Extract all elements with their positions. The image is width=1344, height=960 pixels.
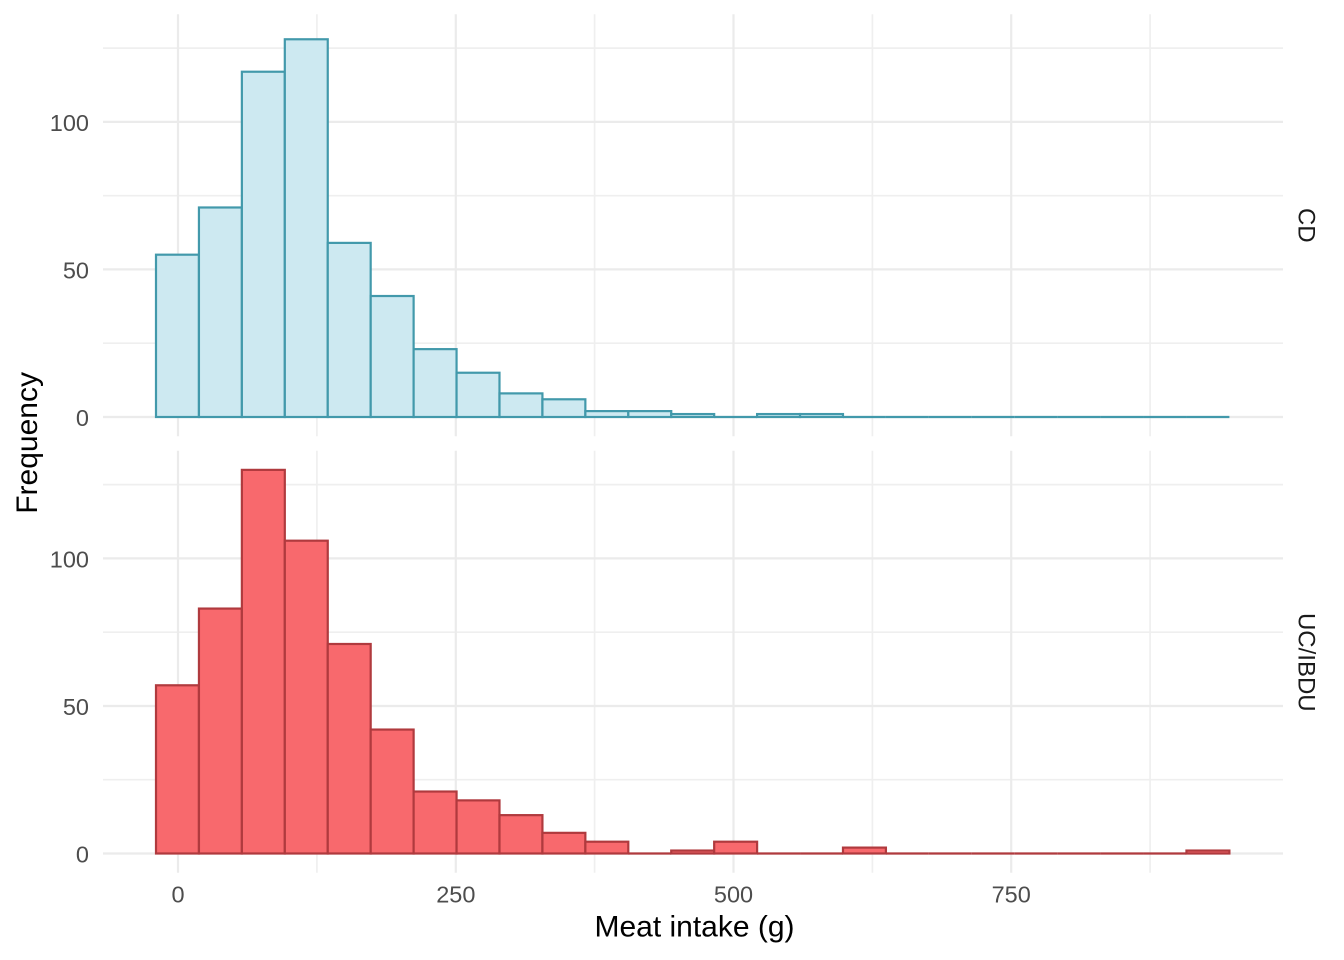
svg-text:250: 250 [436, 882, 475, 908]
svg-text:0: 0 [76, 842, 89, 868]
svg-text:0: 0 [171, 882, 184, 908]
svg-text:100: 100 [50, 546, 89, 572]
svg-text:0: 0 [76, 405, 89, 431]
svg-text:50: 50 [63, 257, 89, 283]
svg-text:500: 500 [714, 882, 753, 908]
svg-text:100: 100 [50, 110, 89, 136]
svg-text:CD: CD [1293, 208, 1320, 243]
svg-text:Frequency: Frequency [11, 372, 44, 514]
svg-text:50: 50 [63, 694, 89, 720]
svg-text:UC/IBDU: UC/IBDU [1293, 613, 1320, 712]
svg-text:750: 750 [992, 882, 1031, 908]
svg-text:Meat intake (g): Meat intake (g) [594, 911, 794, 944]
